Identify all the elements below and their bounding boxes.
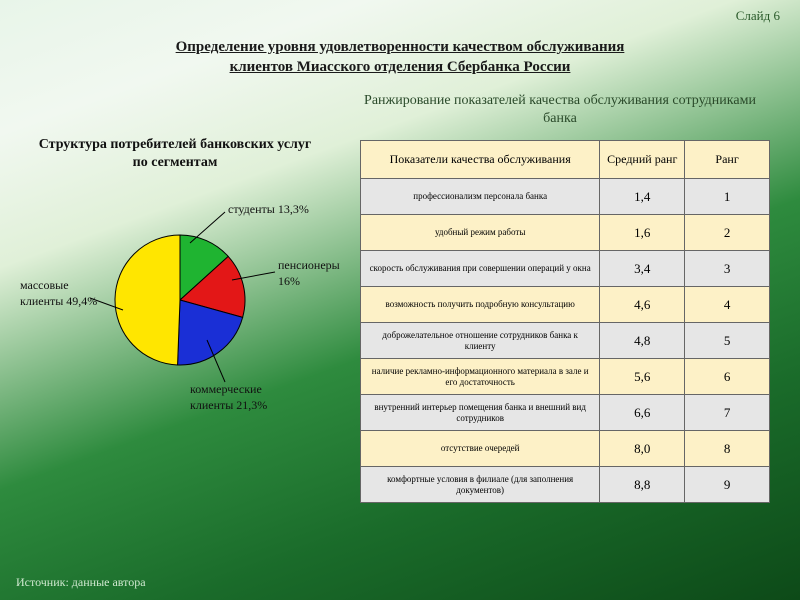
pie-label-mass2: клиенты 49,4% <box>20 294 97 308</box>
table-header-cell: Показатели качества обслуживания <box>361 141 600 179</box>
pie-label-mass1: массовые <box>20 278 69 292</box>
table-cell-indicator: доброжелательное отношение сотрудников б… <box>361 323 600 359</box>
table-cell-rank: 3 <box>685 251 770 287</box>
table-row: наличие рекламно-информационного материа… <box>361 359 770 395</box>
table-cell-indicator: внутренний интерьер помещения банка и вн… <box>361 395 600 431</box>
pie-title: Структура потребителей банковских услуг … <box>20 136 330 172</box>
table-cell-avg: 5,6 <box>600 359 685 395</box>
table-cell-indicator: удобный режим работы <box>361 215 600 251</box>
pie-label-commercial2: клиенты 21,3% <box>190 398 267 412</box>
table-cell-indicator: наличие рекламно-информационного материа… <box>361 359 600 395</box>
table-cell-avg: 4,8 <box>600 323 685 359</box>
table-cell-avg: 1,6 <box>600 215 685 251</box>
table-cell-rank: 5 <box>685 323 770 359</box>
table-header-row: Показатели качества обслуживанияСредний … <box>361 141 770 179</box>
main-title-line1: Определение уровня удовлетворенности кач… <box>176 39 625 55</box>
table-header-cell: Ранг <box>685 141 770 179</box>
table-cell-indicator: отсутствие очередей <box>361 431 600 467</box>
table-cell-rank: 2 <box>685 215 770 251</box>
table-cell-avg: 6,6 <box>600 395 685 431</box>
table-cell-rank: 7 <box>685 395 770 431</box>
pie-label-commercial1: коммерческие <box>190 382 262 396</box>
ranking-title: Ранжирование показателей качества обслуж… <box>360 92 760 128</box>
table-cell-avg: 1,4 <box>600 179 685 215</box>
table-row: комфортные условия в филиале (для заполн… <box>361 467 770 503</box>
table-row: скорость обслуживания при совершении опе… <box>361 251 770 287</box>
table-cell-rank: 8 <box>685 431 770 467</box>
table-cell-indicator: профессионализм персонала банка <box>361 179 600 215</box>
table-cell-rank: 1 <box>685 179 770 215</box>
table-cell-indicator: комфортные условия в филиале (для заполн… <box>361 467 600 503</box>
table-row: профессионализм персонала банка1,41 <box>361 179 770 215</box>
table-row: возможность получить подробную консульта… <box>361 287 770 323</box>
table-cell-indicator: возможность получить подробную консульта… <box>361 287 600 323</box>
pie-label-pensioners2: 16% <box>278 274 300 288</box>
source-text: Источник: данные автора <box>16 575 146 590</box>
table-cell-rank: 9 <box>685 467 770 503</box>
table-cell-avg: 8,0 <box>600 431 685 467</box>
table-row: доброжелательное отношение сотрудников б… <box>361 323 770 359</box>
pie-label-students: студенты 13,3% <box>228 202 309 216</box>
main-title: Определение уровня удовлетворенности кач… <box>0 38 800 77</box>
table-cell-avg: 8,8 <box>600 467 685 503</box>
main-title-line2: клиентов Миасского отделения Сбербанка Р… <box>230 59 571 75</box>
pie-svg <box>110 230 250 370</box>
pie-chart: студенты 13,3% пенсионеры 16% коммерческ… <box>20 190 340 450</box>
table-cell-indicator: скорость обслуживания при совершении опе… <box>361 251 600 287</box>
pie-title-line1: Структура потребителей банковских услуг <box>39 137 312 152</box>
pie-slice <box>115 235 180 365</box>
slide-number: Слайд 6 <box>736 8 780 24</box>
table-row: отсутствие очередей8,08 <box>361 431 770 467</box>
table-cell-rank: 4 <box>685 287 770 323</box>
table-cell-rank: 6 <box>685 359 770 395</box>
pie-title-line2: по сегментам <box>133 155 218 170</box>
table-cell-avg: 3,4 <box>600 251 685 287</box>
table-row: внутренний интерьер помещения банка и вн… <box>361 395 770 431</box>
table-row: удобный режим работы1,62 <box>361 215 770 251</box>
table-header-cell: Средний ранг <box>600 141 685 179</box>
ranking-table: Показатели качества обслуживанияСредний … <box>360 140 770 503</box>
pie-label-pensioners1: пенсионеры <box>278 258 340 272</box>
table-cell-avg: 4,6 <box>600 287 685 323</box>
